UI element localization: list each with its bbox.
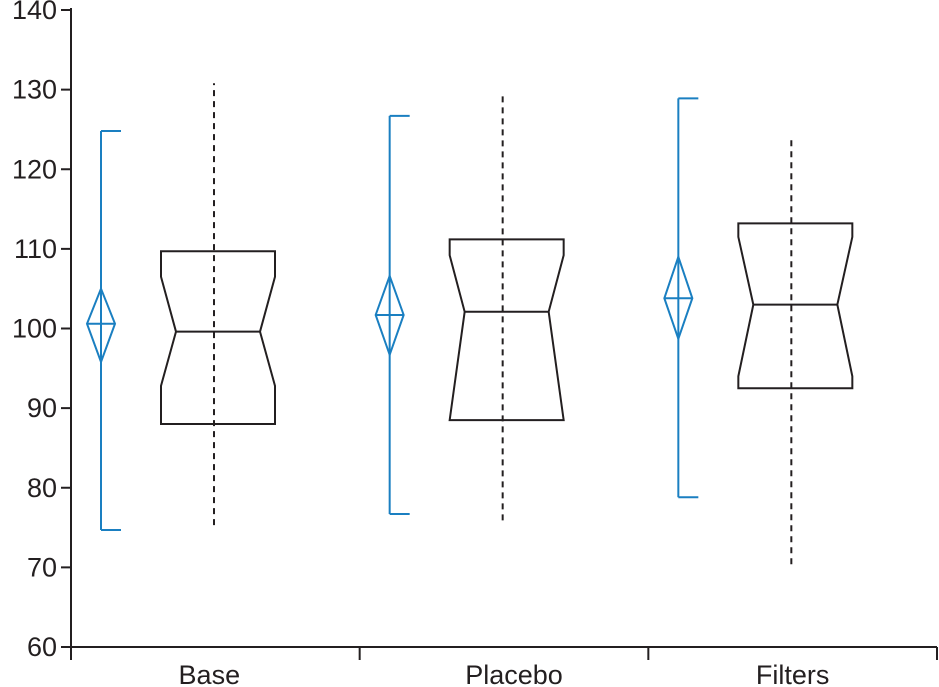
mean-diamond (85, 285, 117, 365)
y-tick-label: 120 (12, 154, 57, 184)
y-tick-label: 60 (27, 632, 57, 662)
box (737, 222, 854, 390)
mean-diamond (663, 253, 694, 342)
y-tick-label: 140 (12, 0, 57, 25)
x-tick-label: Filters (756, 660, 830, 687)
y-tick-label: 100 (12, 314, 57, 344)
y-tick-label: 70 (27, 552, 57, 582)
y-tick-label: 130 (12, 75, 57, 105)
x-tick-label: Base (179, 660, 241, 687)
y-tick-label: 80 (27, 473, 57, 503)
box (448, 238, 565, 422)
x-tick-label: Placebo (465, 660, 563, 687)
mean-diamond (374, 272, 405, 358)
y-tick-label: 90 (27, 393, 57, 423)
y-tick-label: 110 (14, 234, 57, 264)
box (160, 250, 276, 426)
